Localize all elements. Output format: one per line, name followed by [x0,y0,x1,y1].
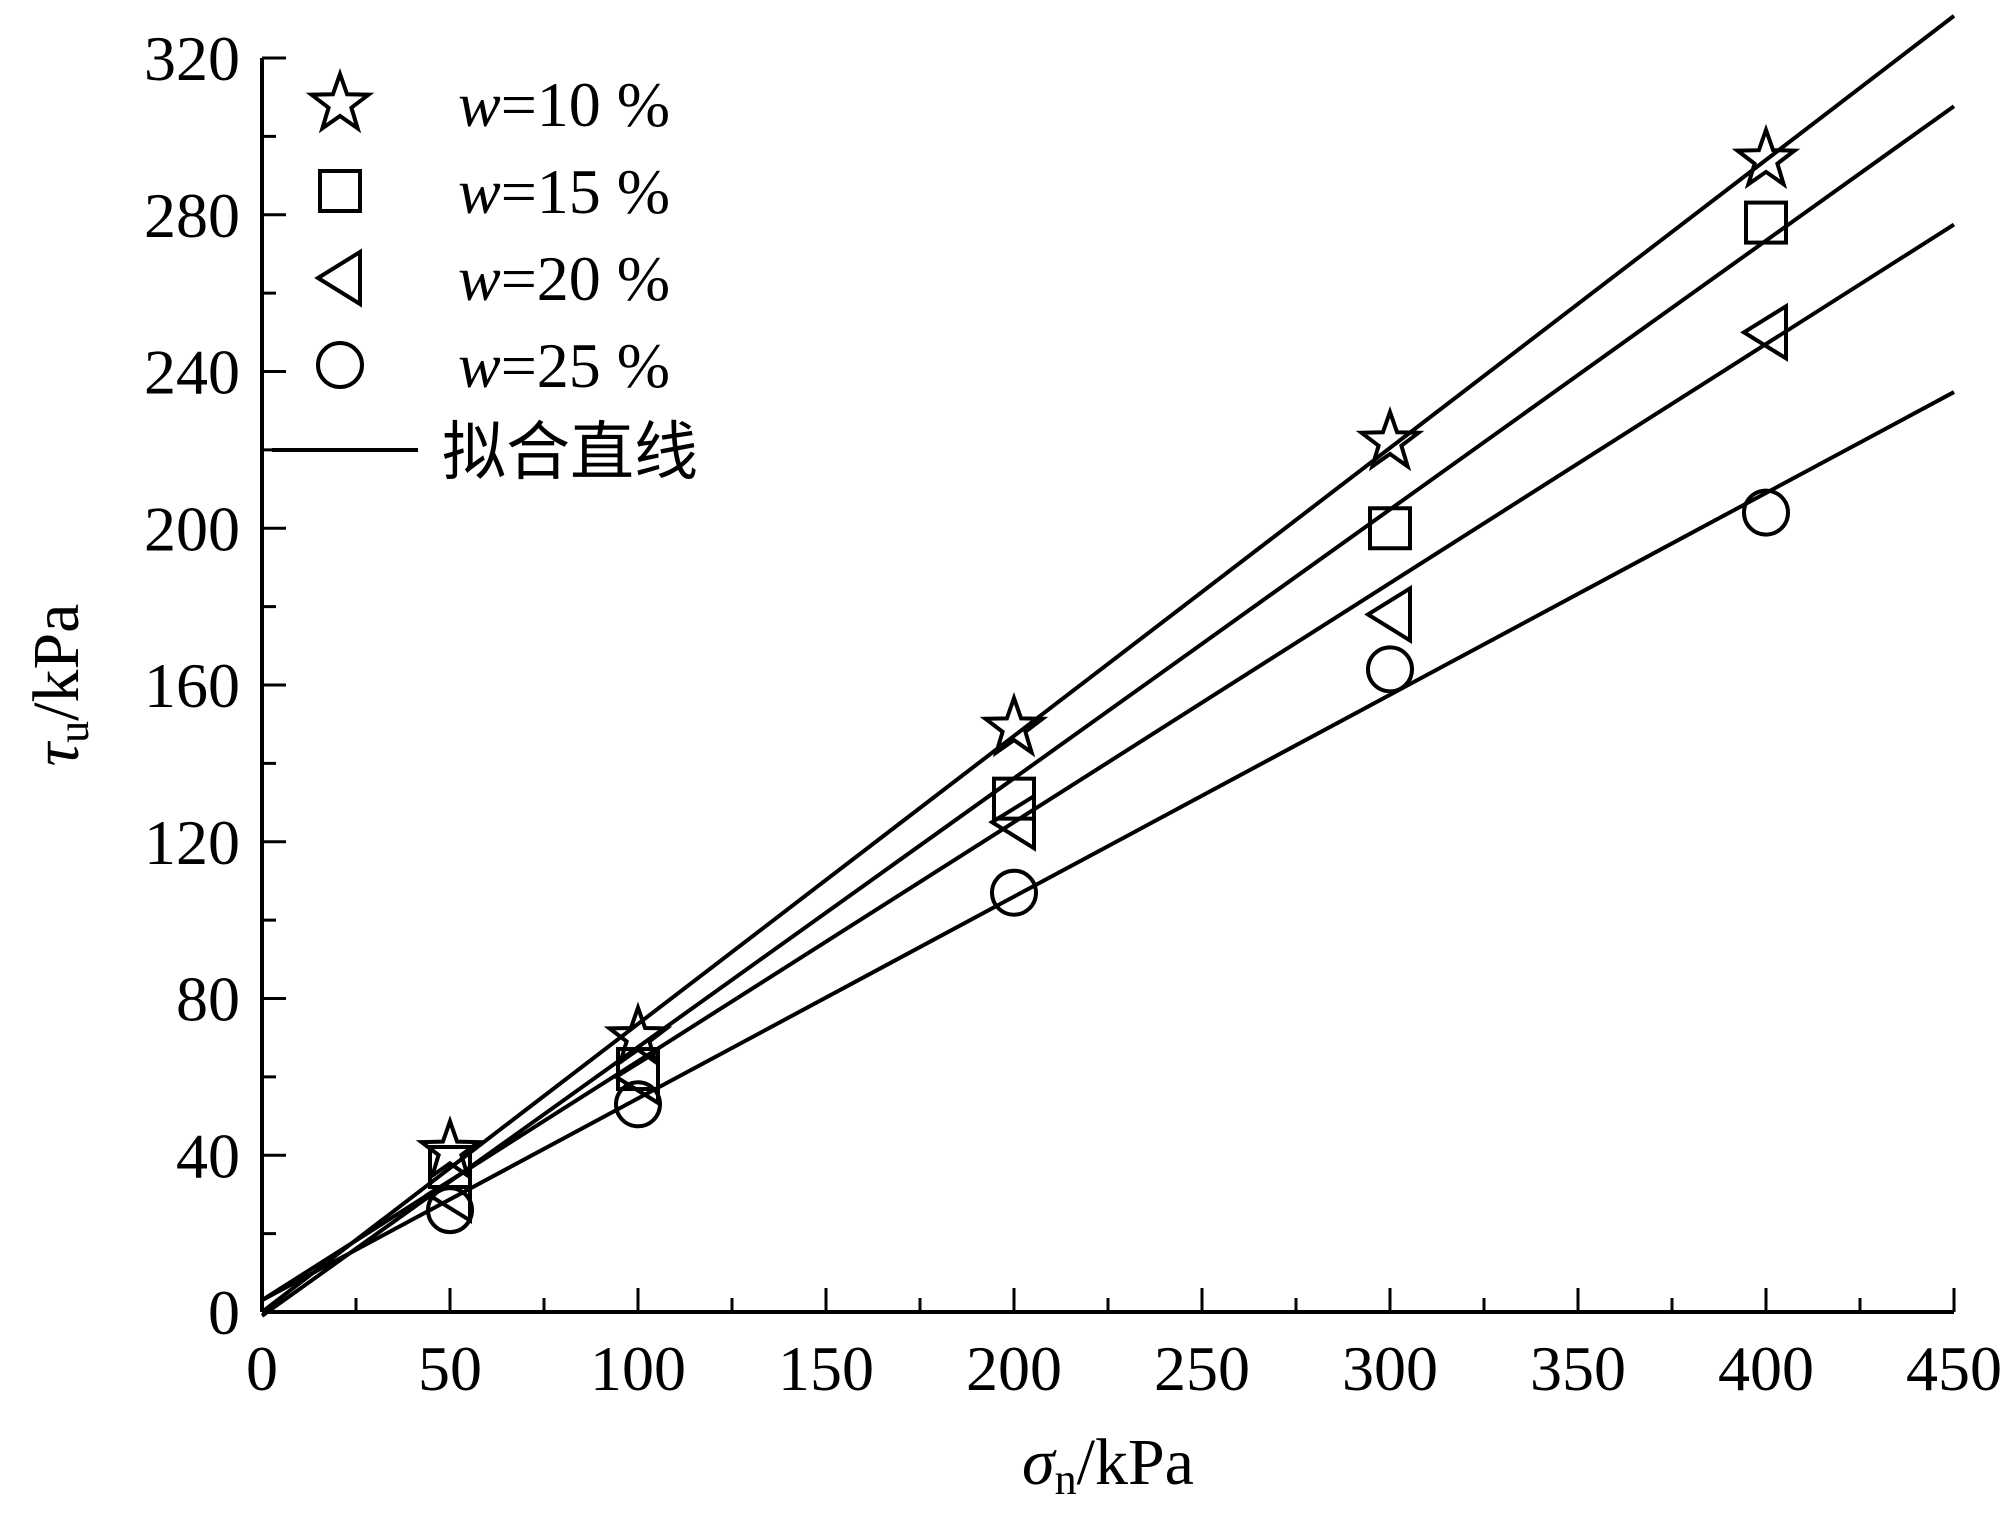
y-tick-label: 240 [144,337,240,408]
point-circle [614,1080,662,1129]
legend-label: w=20 % [458,243,670,314]
x-tick-label: 150 [778,1333,874,1404]
x-tick-label: 0 [246,1333,278,1404]
legend: w=10 %w=15 %w=20 %w=25 % 拟合直线 [272,67,698,490]
legend-label: w=25 % [458,330,670,401]
legend-label-value: =20 % [501,243,670,314]
point-circle [1742,488,1790,537]
point-square [1368,506,1412,551]
legend-label: w=10 % [458,69,670,140]
y-tick-label: 200 [144,493,240,564]
x-axis-ticks: 0 50 100 150 200 250 300 350 400 450 [246,1288,2002,1404]
y-tick-label: 280 [144,180,240,251]
y-tick-label: 160 [144,650,240,721]
y-tick-label: 0 [208,1277,240,1348]
legend-label-value: =10 % [501,69,670,140]
point-circle [426,1186,474,1235]
legend-label-value: =15 % [501,156,670,227]
point-triangle-left [1740,302,1788,362]
x-tick-label: 300 [1342,1333,1438,1404]
fit-line-star [260,14,1956,1314]
point-star [1731,123,1801,190]
x-tick-label: 350 [1530,1333,1626,1404]
x-tick-label: 200 [966,1333,1062,1404]
legend-label-variable: w [458,156,501,227]
legend-label-variable: w [458,69,501,140]
point-star [1355,405,1425,472]
legend-label-value: =25 % [501,330,670,401]
point-star [979,692,1049,758]
y-tick-label: 320 [144,23,240,94]
x-tick-label: 400 [1718,1333,1814,1404]
x-tick-label: 250 [1154,1333,1250,1404]
point-circle [990,868,1038,917]
x-tick-label: 50 [418,1333,482,1404]
x-axis-title: σn/kPa [1022,1426,1194,1504]
point-triangle-left [612,1047,660,1107]
legend-marker-triangle-left [314,248,362,308]
point-square [1744,200,1788,245]
point-star [415,1115,485,1181]
x-tick-label: 450 [1906,1333,2002,1404]
x-tick-label: 100 [590,1333,686,1404]
fit-lines [260,14,1956,1318]
legend-label-variable: w [458,330,501,401]
y-axis-ticks: 0 40 80 120 160 200 240 280 320 [144,23,286,1348]
fit-line-square [260,104,1956,1318]
y-axis-title: τu/kPa [20,604,98,767]
fit-line-circle [261,390,1955,1303]
point-triangle-left [424,1164,472,1225]
y-tick-label: 80 [176,964,240,1035]
legend-fit-line-label: 拟合直线 [442,416,698,490]
legend-marker-star [305,67,375,134]
data-markers [415,123,1801,1235]
legend-marker-square [318,169,362,213]
legend-marker-circle [316,341,364,389]
point-triangle-left [988,792,1036,852]
fit-line-triangle-left [260,222,1956,1302]
legend-label-variable: w [458,243,501,314]
y-tick-label: 120 [144,807,240,878]
point-circle [1366,645,1414,694]
y-tick-label: 40 [176,1120,240,1191]
point-triangle-left [1364,584,1412,645]
legend-label: w=15 % [458,156,670,227]
